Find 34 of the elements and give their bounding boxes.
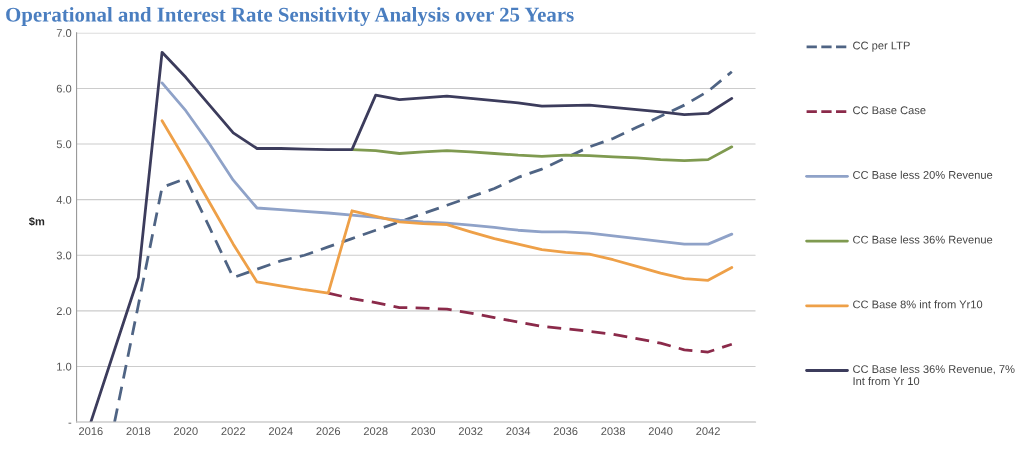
y-tick-label: 6.0 — [56, 84, 72, 93]
y-tick-label: 4.0 — [56, 195, 72, 204]
y-axis-title: $m — [28, 216, 45, 226]
x-tick-label: 2018 — [126, 427, 151, 436]
x-tick-label: 2028 — [363, 427, 388, 436]
x-tick-label: 2038 — [601, 427, 625, 436]
y-tick-label: 5.0 — [56, 140, 72, 149]
x-tick-label: 2030 — [411, 427, 436, 436]
line-series — [160, 119, 734, 295]
x-tick-label: 2016 — [79, 427, 103, 436]
legend-label: CC Base 8% int from Yr10 — [853, 300, 983, 309]
legend-label: CC per LTP — [853, 41, 910, 52]
chart-title: Operational and Interest Rate Sensitivity Analysis over 25 Years — [6, 7, 574, 26]
x-tick-label: 2034 — [506, 427, 531, 436]
x-tick-label: 2040 — [648, 427, 673, 436]
x-tick-label: 2026 — [316, 427, 341, 436]
x-tick-label: 2024 — [268, 427, 293, 436]
x-tick-label: 2036 — [553, 427, 578, 436]
y-tick-label: 2.0 — [56, 307, 72, 316]
y-tick-label: 7.0 — [56, 29, 72, 37]
y-tick-label: 1.0 — [57, 362, 72, 371]
y-tick-label: - — [68, 422, 72, 424]
legend-label: CC Base Case — [853, 106, 926, 115]
legend-label: CC Base less 20% Revenue — [853, 170, 993, 179]
legend-label: CC Base less 36% Revenue, 7% Int from Yr 10 — [853, 364, 1015, 386]
x-tick-label: 2042 — [696, 427, 720, 436]
line-series — [326, 291, 734, 354]
line-series — [160, 81, 734, 246]
line-series — [350, 145, 734, 163]
y-tick-label: 3.0 — [56, 251, 72, 260]
x-tick-label: 2032 — [458, 427, 483, 436]
legend-label: CC Base less 36% Revenue — [853, 235, 993, 244]
x-tick-label: 2022 — [221, 427, 246, 436]
x-tick-label: 2020 — [173, 427, 198, 436]
